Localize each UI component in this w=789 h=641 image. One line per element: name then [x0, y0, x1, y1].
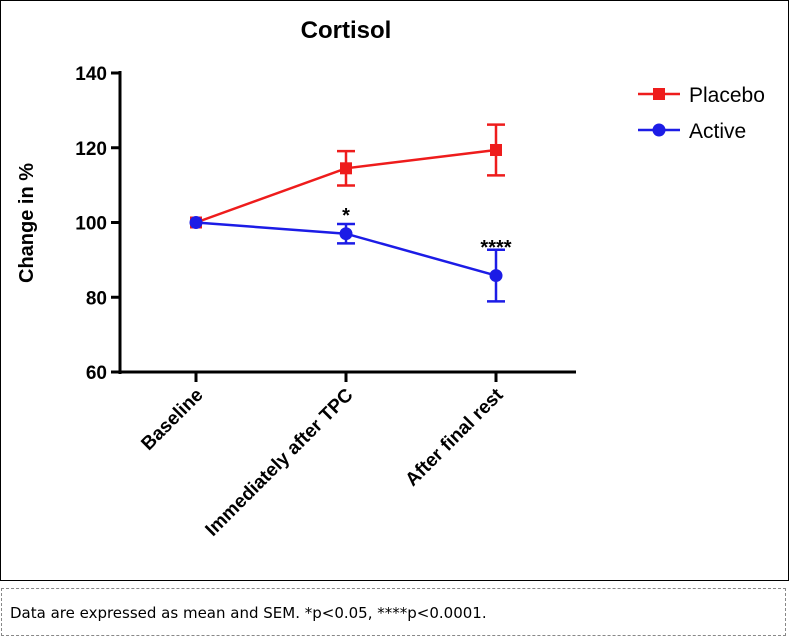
significance-marker: ****: [480, 237, 511, 259]
y-tick-label: 60: [86, 363, 107, 384]
chart-title: Cortisol: [301, 17, 392, 44]
data-point-active: [339, 227, 353, 241]
data-point-active: [189, 216, 203, 229]
x-tick-label: Immediately after TPC: [202, 384, 358, 540]
y-tick-label: 80: [86, 288, 107, 309]
legend-label: Active: [689, 120, 746, 143]
y-axis-label: Change in %: [16, 163, 38, 283]
x-tick-label: After final rest: [402, 384, 508, 490]
data-point-active: [489, 269, 503, 283]
legend-marker: [652, 123, 666, 137]
y-tick-label: 120: [75, 139, 107, 160]
y-tick-label: 100: [75, 214, 107, 235]
legend-marker: [653, 88, 665, 100]
caption: Data are expressed as mean and SEM. *p<0…: [1, 588, 786, 636]
y-tick-label: 140: [75, 64, 107, 85]
data-point-placebo: [490, 143, 502, 156]
x-tick-label: Baseline: [137, 385, 207, 455]
significance-marker: *: [342, 205, 350, 227]
data-point-placebo: [340, 162, 352, 175]
legend-label: Placebo: [689, 84, 765, 107]
